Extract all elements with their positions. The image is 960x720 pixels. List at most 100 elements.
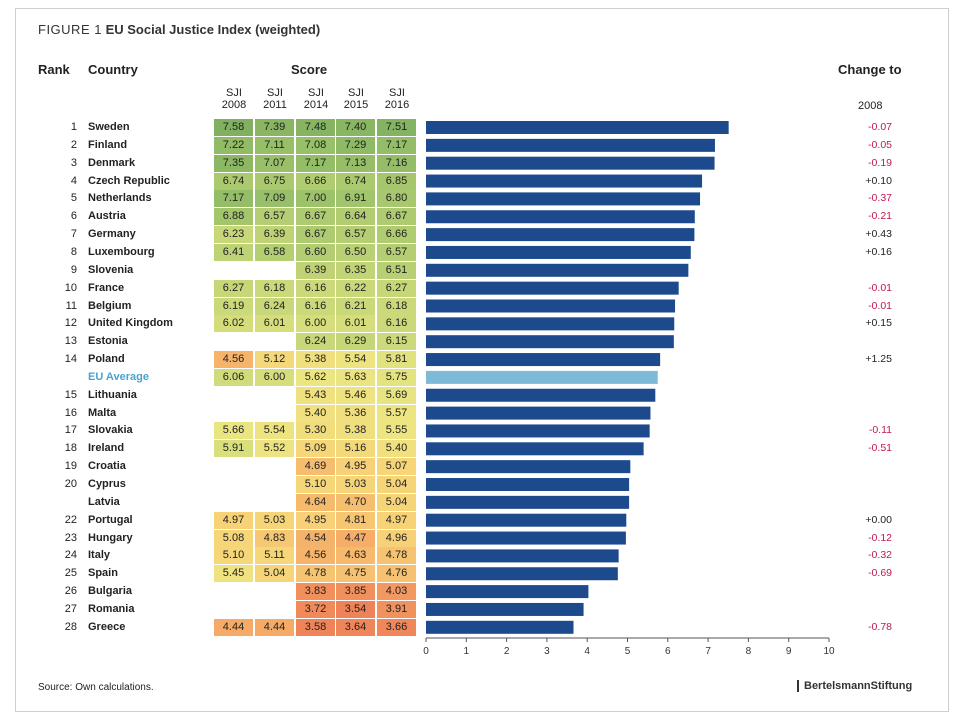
score-cell: 3.58: [296, 618, 335, 636]
row-country: Finland: [88, 138, 128, 151]
row-rank: 13: [64, 335, 77, 348]
bar: [426, 228, 695, 242]
score-cell: 6.75: [255, 172, 294, 190]
score-cell: 6.50: [336, 243, 375, 261]
row-country: Netherlands: [88, 192, 152, 205]
change-value: +0.16: [865, 245, 892, 258]
score-header: Score: [291, 62, 328, 77]
sji-prefix: SJI: [348, 87, 364, 99]
figure-label: FIGURE 1: [38, 22, 102, 37]
row-rank: 14: [64, 353, 77, 366]
change-value: +0.43: [865, 228, 892, 241]
score-cell: 5.91: [214, 440, 253, 458]
row-rank: 1: [70, 121, 77, 133]
change-value: -0.19: [868, 156, 892, 169]
score-cell: 6.16: [377, 315, 416, 333]
score-cell: 6.18: [255, 279, 294, 297]
score-cell: 6.66: [377, 226, 416, 244]
score-cell: 5.54: [255, 422, 294, 440]
score-cell: 5.07: [377, 458, 416, 476]
row-rank: 22: [64, 513, 77, 526]
score-cell: 5.75: [377, 368, 416, 386]
score-cell: 6.66: [296, 172, 335, 190]
bar: [426, 335, 674, 349]
score-cell: 4.63: [336, 547, 375, 565]
sji-prefix: SJI: [308, 87, 324, 99]
score-cell: 4.95: [336, 458, 375, 476]
score-cell: 4.96: [377, 529, 416, 547]
bar: [426, 245, 691, 259]
score-cell: 5.81: [377, 351, 416, 369]
score-cell: 6.74: [336, 172, 375, 190]
x-tick-label: 5: [625, 646, 631, 657]
row-country: Belgium: [88, 299, 132, 312]
score-cell: 5.09: [296, 440, 335, 458]
change-value: -0.12: [868, 531, 892, 544]
row-rank: 7: [70, 228, 77, 241]
sji-year-header: SJI 2008: [214, 87, 254, 111]
bar: [426, 620, 574, 634]
score-cell: 6.60: [296, 243, 335, 261]
score-cell: 6.74: [214, 172, 253, 190]
change-value: -0.78: [868, 620, 892, 633]
row-country: United Kingdom: [88, 317, 173, 330]
score-cell: 6.57: [336, 226, 375, 244]
row-country: Slovenia: [88, 263, 134, 276]
bar: [426, 317, 675, 331]
x-tick-label: 7: [705, 646, 711, 657]
score-cell: 5.04: [255, 565, 294, 583]
row-rank: 11: [65, 299, 77, 312]
row-country: Luxembourg: [88, 245, 155, 258]
score-cell: 5.30: [296, 422, 335, 440]
score-cell: 5.36: [336, 404, 375, 422]
score-cell: 5.40: [296, 404, 335, 422]
score-cell: 6.01: [336, 315, 375, 333]
score-cell: 3.72: [296, 600, 335, 618]
bar: [426, 192, 701, 206]
row-country: Slovakia: [88, 424, 133, 437]
score-cell: 7.58: [214, 119, 253, 136]
bar: [426, 549, 619, 563]
score-cell: 7.48: [296, 119, 335, 136]
bar: [426, 281, 679, 295]
row-country: Malta: [88, 406, 117, 419]
score-cell: 6.16: [296, 279, 335, 297]
score-cell: 3.85: [336, 583, 375, 601]
score-cell: 6.27: [377, 279, 416, 297]
score-cell: 6.91: [336, 190, 375, 208]
score-cell: 7.17: [214, 190, 253, 208]
score-cell: 5.57: [377, 404, 416, 422]
score-cell: 6.19: [214, 297, 253, 315]
x-tick-label: 8: [746, 646, 752, 657]
score-cell: 3.54: [336, 600, 375, 618]
row-country: Spain: [88, 567, 118, 580]
score-cell: 7.17: [377, 136, 416, 154]
row-country: Bulgaria: [88, 585, 133, 598]
row-rank: 20: [64, 478, 77, 490]
score-cell: 6.21: [336, 297, 375, 315]
score-cell: 6.57: [255, 208, 294, 226]
score-cell: 7.13: [336, 154, 375, 172]
bar: [426, 138, 715, 152]
score-cell: 6.39: [296, 261, 335, 279]
score-cell: 7.51: [377, 119, 416, 136]
score-cell: 4.76: [377, 565, 416, 583]
score-cell: 4.54: [296, 529, 335, 547]
x-tick-label: 6: [665, 646, 671, 657]
change-value: -0.21: [868, 210, 892, 223]
score-cell: 6.67: [377, 208, 416, 226]
score-cell: 7.39: [255, 119, 294, 136]
row-rank: 2: [70, 138, 77, 151]
score-cell: 5.62: [296, 368, 335, 386]
change-year-header: 2008: [858, 100, 883, 112]
bar-eu-average: [426, 370, 658, 384]
figure-title: FIGURE 1 EU Social Justice Index (weight…: [38, 22, 320, 37]
row-country: Romania: [88, 602, 135, 615]
row-rank: 24: [64, 549, 77, 562]
score-cell: 6.01: [255, 315, 294, 333]
score-cell: 4.47: [336, 529, 375, 547]
row-country: Portugal: [88, 513, 133, 526]
score-cell: 5.11: [255, 547, 294, 565]
score-cell: 6.24: [255, 297, 294, 315]
sji-year: 2008: [221, 99, 247, 111]
